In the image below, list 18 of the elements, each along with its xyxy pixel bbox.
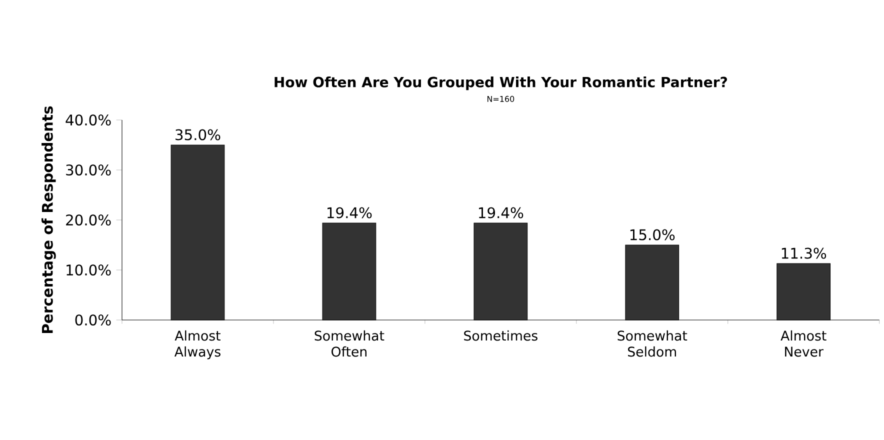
data-label: 15.0% [630,229,675,240]
x-tick-label: Almost Never [780,330,826,357]
x-tick-label: Almost Always [174,330,220,360]
y-tick-label: 40.0% [66,114,111,126]
chart-subtitle: N=160 [487,96,514,102]
data-label: 19.4% [328,207,372,218]
y-tick-label: 20.0% [66,214,111,226]
y-tick-label: 10.0% [66,264,111,276]
y-tick-label: 0.0% [75,314,111,326]
y-axis-title: Percentage of Respondents [42,106,56,333]
y-tick-label: 30.0% [66,164,111,176]
data-label: 19.4% [478,207,524,218]
chart-title: How Often Are You Grouped With Your Romantic Partner? [274,76,727,90]
data-label: 35.0% [176,129,220,140]
x-tick-label: Sometimes [464,330,538,341]
x-tick-label: Somewhat Seldom [618,330,688,357]
x-tick-label: Somewhat Often [314,330,384,357]
data-label: 11.3% [782,248,826,259]
